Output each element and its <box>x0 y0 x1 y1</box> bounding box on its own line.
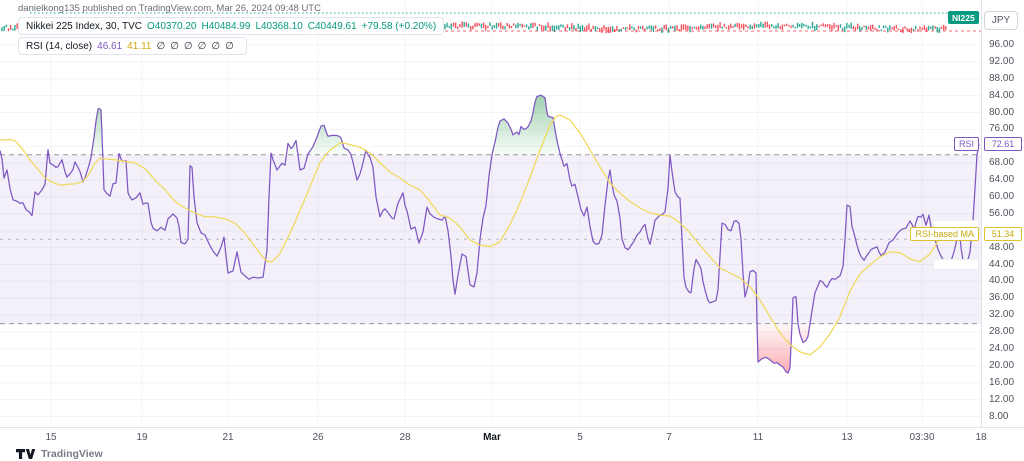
price-tick: 32.00 <box>989 309 1015 321</box>
price-tick: 36.00 <box>989 292 1015 304</box>
price-tick: 96.00 <box>989 39 1015 50</box>
price-tick: 56.00 <box>989 207 1015 219</box>
price-tick: 88.00 <box>989 72 1015 84</box>
price-tick: 60.00 <box>989 190 1015 202</box>
price-tick: 24.00 <box>989 342 1015 354</box>
footer-brand[interactable]: TradingView <box>16 448 103 460</box>
chart-pane[interactable]: Nikkei 225 Index, 30, TVC O40370.20 H404… <box>0 0 981 427</box>
ohlc-change: +79.58 (+0.20%) <box>361 20 437 32</box>
price-tick: 12.00 <box>989 393 1015 405</box>
time-tick: 28 <box>399 432 411 443</box>
rsi-ma-value-label: 51.34 <box>984 226 1022 241</box>
price-tick: 8.00 <box>989 410 1009 422</box>
rsi-value-label: 72.61 <box>984 136 1022 151</box>
symbol-legend[interactable]: Nikkei 225 Index, 30, TVC O40370.20 H404… <box>18 17 445 35</box>
ohlc-open: O40370.20 <box>147 20 197 32</box>
ohlc-low: L40368.10 <box>255 20 303 32</box>
price-scale-axis[interactable]: 72.61 51.34 96.00 92.00 88.00 84.00 80.00 76.… <box>981 0 1024 427</box>
rsi-ma-line-label: RSI-based MA <box>910 226 979 241</box>
tradingview-logo-icon <box>16 449 36 459</box>
rsi-line-label: RSI <box>953 136 979 151</box>
time-tick: 15 <box>45 432 57 443</box>
legend-empty-value: ∅ <box>225 40 234 52</box>
price-tick: 76.00 <box>989 123 1015 135</box>
indicator-title: RSI (14, close) <box>26 40 93 52</box>
time-tick: Mar <box>483 432 501 443</box>
indicator-value-ma: 41.11 <box>127 40 152 52</box>
time-scale-axis[interactable]: 15 19 21 26 28 Mar 5 7 11 13 03:30 18 <box>0 427 1024 446</box>
indicator-empty-values: ∅ ∅ ∅ ∅ ∅ ∅ <box>156 41 238 52</box>
symbol-title: Nikkei 225 Index, 30, TVC <box>26 20 142 32</box>
time-tick: 21 <box>222 432 234 443</box>
time-tick: 7 <box>666 432 672 443</box>
label-placeholder-lower <box>933 259 979 270</box>
indicator-legend[interactable]: RSI (14, close) 46.61 41.11 ∅ ∅ ∅ ∅ ∅ ∅ <box>18 37 247 55</box>
price-tick: 92.00 <box>989 55 1015 67</box>
symbol-price-badge: NI225 <box>948 11 979 24</box>
time-tick: 11 <box>752 432 764 443</box>
time-tick: 13 <box>841 432 853 443</box>
legend-empty-value: ∅ <box>197 40 207 52</box>
price-tick: 16.00 <box>989 376 1015 388</box>
legend-empty-value: ∅ <box>183 40 193 52</box>
price-tick: 80.00 <box>989 106 1015 118</box>
indicator-value-rsi: 46.61 <box>97 40 123 52</box>
currency-toggle-button[interactable]: JPY <box>984 11 1018 30</box>
price-tick: 64.00 <box>989 174 1015 186</box>
price-tick: 44.00 <box>989 258 1015 270</box>
rsi-chart-canvas[interactable] <box>0 0 981 427</box>
time-tick: 26 <box>312 432 324 443</box>
time-tick: 03:30 <box>909 432 935 443</box>
legend-empty-value: ∅ <box>156 40 166 52</box>
price-tick: 40.00 <box>989 275 1015 287</box>
legend-empty-value: ∅ <box>170 40 179 52</box>
time-tick: 19 <box>136 432 148 443</box>
tradingview-logo-text: TradingView <box>41 448 103 460</box>
legend-empty-value: ∅ <box>211 40 221 52</box>
price-tick: 84.00 <box>989 89 1015 101</box>
price-tick: 68.00 <box>989 157 1015 169</box>
price-tick: 28.00 <box>989 326 1015 338</box>
ohlc-high: H40484.99 <box>201 20 251 32</box>
time-tick: 5 <box>577 432 583 443</box>
time-tick: 18 <box>975 432 987 443</box>
price-tick: 48.00 <box>989 241 1015 253</box>
ohlc-close: C40449.61 <box>307 20 357 32</box>
published-attribution: danielkong135 published on TradingView.c… <box>18 3 321 14</box>
price-tick: 20.00 <box>989 359 1015 371</box>
